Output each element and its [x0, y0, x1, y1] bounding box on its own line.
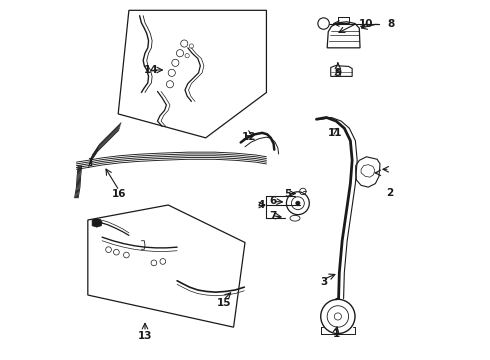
Text: 3: 3 [320, 277, 327, 287]
Text: 5: 5 [284, 189, 292, 199]
Text: 6: 6 [269, 197, 276, 206]
Text: 13: 13 [138, 332, 152, 342]
Text: 16: 16 [112, 189, 126, 199]
Text: 4: 4 [257, 200, 265, 210]
Text: 7: 7 [269, 211, 276, 221]
Text: 9: 9 [334, 68, 342, 78]
Text: 14: 14 [144, 65, 159, 75]
Circle shape [296, 201, 300, 205]
Text: 15: 15 [216, 298, 231, 308]
Text: 11: 11 [328, 128, 343, 138]
Text: 1: 1 [333, 329, 340, 339]
Text: 2: 2 [386, 188, 393, 198]
Text: 8: 8 [388, 18, 395, 28]
Polygon shape [92, 219, 102, 227]
Text: 12: 12 [242, 132, 257, 142]
Text: 10: 10 [359, 18, 374, 28]
